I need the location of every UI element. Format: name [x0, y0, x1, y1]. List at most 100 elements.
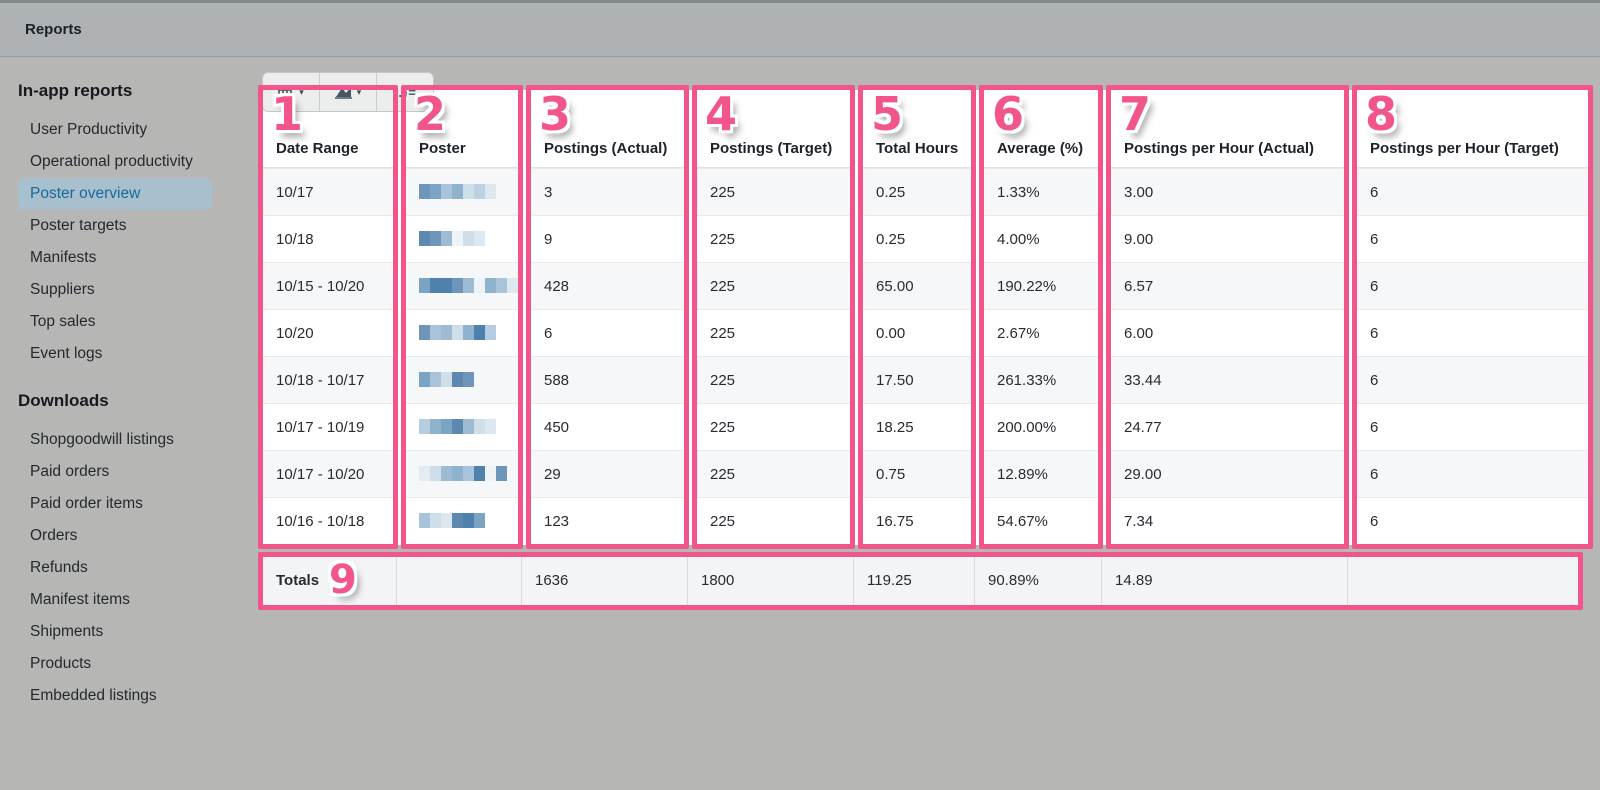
totals-cell-pph_target [1347, 557, 1578, 605]
table-cell-date_range: 10/20 [263, 309, 393, 356]
column-header-postings_actual: 3 Postings (Actual) [531, 90, 684, 168]
table-cell-total_hours: 0.25 [863, 215, 971, 262]
sidebar-item-embedded-listings[interactable]: Embedded listings [30, 687, 157, 704]
table-cell-date_range: 10/16 - 10/18 [263, 497, 393, 544]
sidebar-item-refunds[interactable]: Refunds [30, 559, 88, 576]
table-cell-postings_actual: 9 [531, 215, 684, 262]
blur-pixel [496, 466, 507, 482]
blur-pixel [463, 184, 474, 200]
blur-pixel [474, 466, 485, 482]
annotation-number-2: 2 [414, 87, 447, 141]
table-cell-poster [406, 309, 518, 356]
table-cell-postings_actual: 588 [531, 356, 684, 403]
table-cell-pph_target: 6 [1357, 497, 1588, 544]
table-cell-total_hours: 16.75 [863, 497, 971, 544]
chart-view-icon [334, 85, 353, 99]
table-cell-postings_target: 225 [697, 309, 850, 356]
blur-pixel [474, 419, 485, 435]
annotation-number-5: 5 [871, 87, 904, 141]
blur-pixel [430, 184, 441, 200]
column-header-pph_actual: 7 Postings per Hour (Actual) [1111, 90, 1344, 168]
column-header-label: Postings per Hour (Actual) [1124, 140, 1315, 157]
table-cell-pph_actual: 9.00 [1111, 215, 1344, 262]
table-cell-pph_actual: 29.00 [1111, 450, 1344, 497]
totals-cell-date_range: Totals 9 [263, 557, 396, 605]
sidebar-item-manifest-items[interactable]: Manifest items [30, 591, 130, 608]
table-cell-pph_target: 6 [1357, 215, 1588, 262]
table-cell-date_range: 10/18 - 10/17 [263, 356, 393, 403]
blur-pixel [430, 231, 441, 247]
table-cell-pph_target: 6 [1357, 262, 1588, 309]
table-cell-postings_actual: 428 [531, 262, 684, 309]
sidebar-item-suppliers[interactable]: Suppliers [30, 281, 95, 298]
sidebar-item-operational-productivity[interactable]: Operational productivity [30, 153, 193, 170]
sidebar-item-paid-orders[interactable]: Paid orders [30, 463, 110, 480]
annotation-box-column-3: 3 Postings (Actual) 3 9 428 6 588 450 29 123 [526, 85, 689, 549]
blur-pixel [419, 466, 430, 482]
blur-pixel [474, 278, 485, 294]
sidebar-item-paid-order-items[interactable]: Paid order items [30, 495, 143, 512]
annotation-number-3: 3 [539, 87, 572, 141]
blur-pixel [485, 184, 496, 200]
poster-overview-table: 1 Date Range 10/17 10/18 10/15 - 10/20 10/20 1… [258, 85, 1593, 549]
totals-cell-total_hours: 119.25 [853, 557, 974, 605]
table-cell-postings_target: 225 [697, 356, 850, 403]
blur-pixel [430, 419, 441, 435]
table-cell-date_range: 10/15 - 10/20 [263, 262, 393, 309]
blur-pixel [441, 325, 452, 341]
column-header-date_range: 1 Date Range [263, 90, 393, 168]
sidebar-item-poster-targets[interactable]: Poster targets [30, 217, 127, 234]
page-title: Reports [25, 21, 82, 38]
column-header-total_hours: 5 Total Hours [863, 90, 971, 168]
redacted-poster-name [419, 466, 507, 482]
table-cell-pph_target: 6 [1357, 309, 1588, 356]
annotation-number-9: 9 [329, 557, 357, 603]
sidebar-item-products[interactable]: Products [30, 655, 92, 672]
caret-down-icon: ▾ [299, 86, 304, 97]
column-header-label: Total Hours [876, 140, 959, 157]
sidebar-item-shipments[interactable]: Shipments [30, 623, 104, 640]
table-cell-poster [406, 356, 518, 403]
sidebar-item-orders[interactable]: Orders [30, 527, 78, 544]
sidebar-item-event-logs[interactable]: Event logs [30, 345, 103, 362]
blur-pixel [452, 372, 463, 388]
table-cell-total_hours: 0.00 [863, 309, 971, 356]
column-header-poster: 2 Poster [406, 90, 518, 168]
blur-pixel [463, 231, 474, 247]
blur-pixel [441, 513, 452, 529]
totals-cell-postings_target: 1800 [687, 557, 853, 605]
sidebar-item-shopgoodwill-listings[interactable]: Shopgoodwill listings [30, 431, 174, 448]
blur-pixel [430, 278, 441, 294]
app-header: Reports [0, 0, 1600, 57]
table-cell-poster [406, 450, 518, 497]
table-cell-poster [406, 168, 518, 215]
column-header-label: Postings per Hour (Target) [1370, 140, 1559, 157]
table-cell-average: 200.00% [984, 403, 1098, 450]
table-cell-average: 1.33% [984, 168, 1098, 215]
column-header-average: 6 Average (%) [984, 90, 1098, 168]
sidebar-item-top-sales[interactable]: Top sales [30, 313, 96, 330]
column-header-label: Poster [419, 140, 466, 157]
sidebar-section-heading: In-app reports [18, 81, 133, 100]
blur-pixel [430, 325, 441, 341]
blur-pixel [441, 419, 452, 435]
blur-pixel [463, 325, 474, 341]
blur-pixel [441, 372, 452, 388]
table-cell-pph_target: 6 [1357, 356, 1588, 403]
sidebar-item-user-productivity[interactable]: User Productivity [30, 121, 148, 138]
table-cell-average: 54.67% [984, 497, 1098, 544]
annotation-box-column-4: 4 Postings (Target) 225 225 225 225 225 225 225 2… [692, 85, 855, 549]
table-cell-pph_target: 6 [1357, 168, 1588, 215]
annotation-box-column-8: 8 Postings per Hour (Target) 6 6 6 6 6 6 6 6 [1352, 85, 1593, 549]
blur-pixel [474, 184, 485, 200]
blur-pixel [452, 278, 463, 294]
sidebar-item-poster-overview[interactable]: Poster overview [18, 178, 212, 210]
table-cell-poster [406, 262, 518, 309]
blur-pixel [419, 513, 430, 529]
chart-view-button[interactable]: ▾ [319, 73, 376, 111]
table-cell-poster [406, 403, 518, 450]
table-cell-pph_target: 6 [1357, 450, 1588, 497]
sidebar-item-manifests[interactable]: Manifests [30, 249, 97, 266]
table-cell-postings_actual: 29 [531, 450, 684, 497]
blur-pixel [463, 278, 474, 294]
